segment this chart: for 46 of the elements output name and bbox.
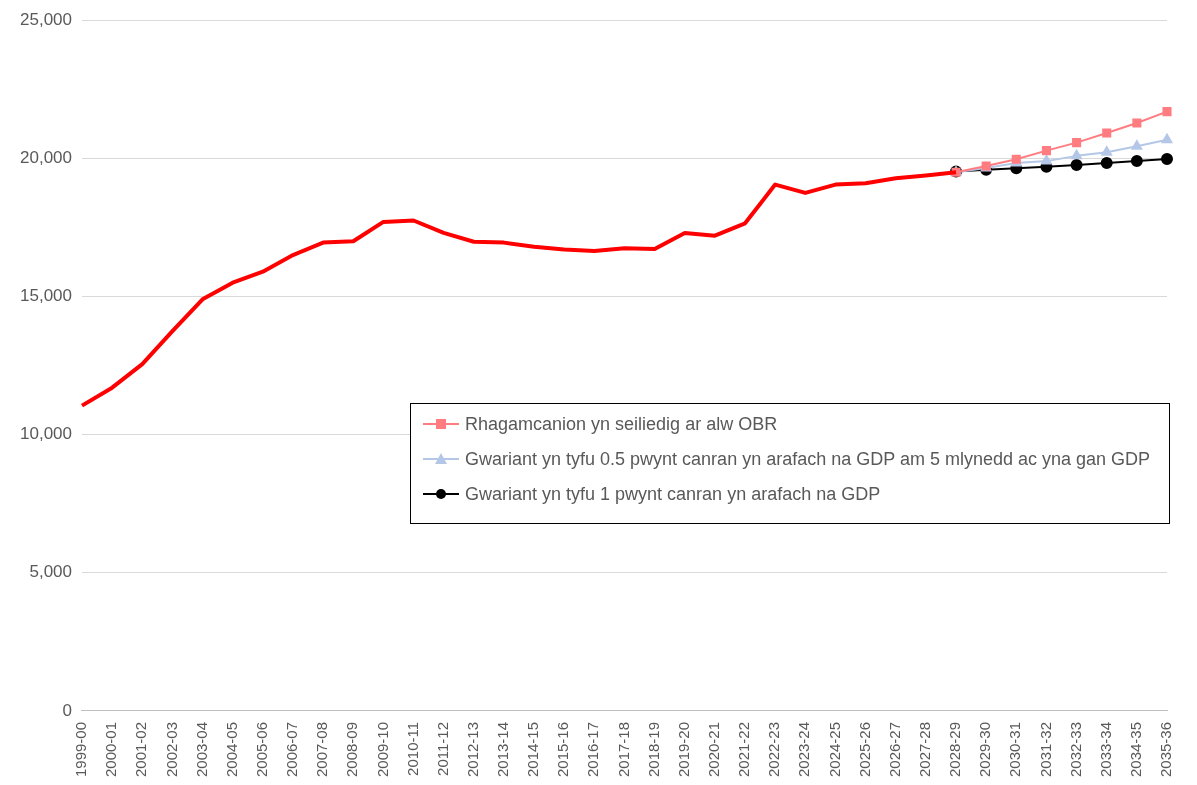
x-tick-label: 2022-23: [765, 721, 783, 778]
x-tick-label: 2035-36: [1157, 721, 1175, 778]
legend-label: Rhagamcanion yn seiliedig ar alw OBR: [465, 414, 778, 435]
x-tick-label: 2024-25: [825, 721, 843, 778]
x-tick-label: 2029-30: [976, 721, 994, 778]
x-tick-label: 2008-09: [343, 721, 361, 778]
x-tick-label: 2026-27: [885, 721, 903, 778]
x-tick-label: 2014-15: [524, 721, 542, 778]
x-tick-label: 2016-17: [584, 721, 602, 778]
x-tick-label: 2001-02: [132, 721, 150, 778]
x-tick-label: 2033-34: [1096, 721, 1114, 778]
y-tick-label: 25,000: [20, 9, 72, 29]
x-tick-label: 2005-06: [252, 721, 270, 778]
x-tick-label: 1999-00: [72, 721, 90, 778]
legend-label: Gwariant yn tyfu 1 pwynt canran yn arafach na GDP: [465, 484, 881, 505]
x-tick-label: 2002-03: [162, 721, 180, 778]
x-tick-label: 2000-01: [102, 721, 120, 778]
x-tick-label: 2004-05: [222, 721, 240, 778]
x-tick-label: 2009-10: [373, 721, 391, 778]
y-tick-label: 5,000: [29, 562, 72, 582]
x-tick-label: 2034-35: [1127, 721, 1144, 778]
x-tick-label: 2030-31: [1006, 721, 1024, 778]
x-tick-label: 2028-29: [946, 721, 964, 778]
x-tick-label: 2015-16: [554, 721, 572, 778]
y-tick-label: 20,000: [20, 148, 72, 168]
x-tick-label: 2032-33: [1066, 721, 1084, 778]
x-tick-label: 2025-26: [855, 721, 873, 778]
y-tick-label: 0: [62, 700, 72, 720]
legend-label: Gwariant yn tyfu 0.5 pwynt canran yn arafach na GDP am 5 mlynedd ac yna gan GDP: [465, 449, 1151, 470]
x-tick-label: 2031-32: [1036, 721, 1054, 778]
x-tick-label: 2013-14: [494, 721, 512, 778]
y-tick-label: 10,000: [20, 424, 72, 444]
x-tick-label: 2019-20: [674, 721, 692, 778]
y-tick-label: 15,000: [20, 286, 72, 306]
x-tick-label: 2027-28: [916, 721, 934, 778]
x-tick-label: 2012-13: [463, 721, 481, 778]
x-tick-label: 2021-22: [735, 721, 753, 778]
x-tick-label: 2020-21: [705, 721, 723, 778]
x-tick-label: 2007-08: [313, 721, 331, 778]
x-tick-label: 2017-18: [614, 721, 632, 778]
x-tick-label: 2006-07: [283, 721, 301, 778]
x-tick-label: 2003-04: [192, 721, 210, 778]
x-tick-label: 2010-11: [403, 721, 421, 776]
x-tick-label: 2023-24: [795, 721, 813, 778]
x-tick-label: 2018-19: [644, 721, 662, 778]
x-tick-label: 2011-12: [433, 721, 451, 776]
